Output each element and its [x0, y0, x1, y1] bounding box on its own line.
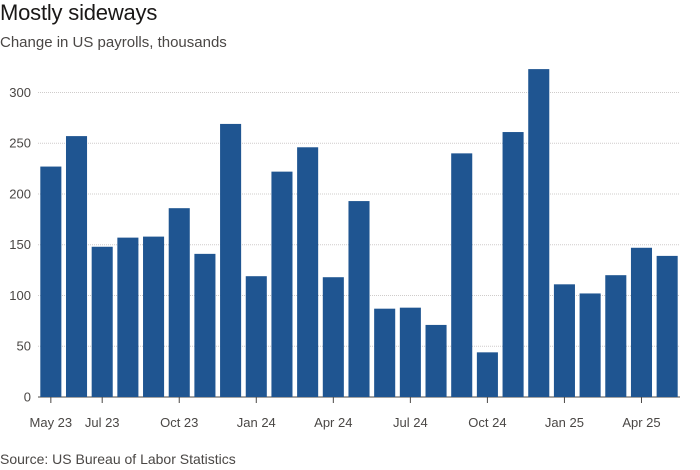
bar-mar-24 [297, 147, 319, 397]
chart-title: Mostly sideways [0, 0, 158, 25]
bar-feb-25 [579, 293, 601, 397]
bar-jul-24 [399, 307, 421, 397]
bar-nov-24 [502, 132, 524, 397]
axis-labels: 0 50 100 150 200 250 300 May 23 Jul 23 Oct 23 Jan … [9, 85, 660, 430]
bar-oct-23 [168, 208, 190, 397]
bar-jan-24 [245, 276, 267, 397]
bar-may-24 [348, 201, 370, 397]
x-tick-label: Jul 23 [85, 415, 120, 430]
bar-aug-24 [425, 324, 447, 397]
bars [40, 69, 678, 397]
bar-nov-23 [194, 253, 216, 397]
x-tick-label: Jan 24 [237, 415, 276, 430]
x-tick-label: Apr 24 [314, 415, 352, 430]
bar-dec-23 [220, 123, 242, 397]
y-tick-label: 200 [9, 186, 31, 201]
x-tick-label: May 23 [30, 415, 73, 430]
bar-aug-23 [117, 237, 139, 397]
bar-dec-24 [528, 69, 550, 397]
chart-subtitle: Change in US payrolls, thousands [0, 34, 227, 51]
y-tick-label: 100 [9, 288, 31, 303]
y-tick-label: 300 [9, 85, 31, 100]
x-tick-label: Apr 25 [622, 415, 660, 430]
bar-apr-25 [630, 247, 653, 397]
y-tick-label: 250 [9, 136, 31, 151]
chart-source: Source: US Bureau of Labor Statistics [0, 451, 236, 467]
bar-sep-24 [451, 153, 473, 397]
bar-oct-24 [476, 352, 498, 397]
bar-apr-24 [322, 277, 344, 397]
x-tick-label: Jan 25 [545, 415, 584, 430]
y-tick-label: 150 [9, 237, 31, 252]
bar-mar-25 [605, 275, 627, 397]
x-tick-label: Oct 24 [468, 415, 506, 430]
bar-jul-23 [91, 246, 113, 397]
bar-jun-24 [374, 308, 396, 397]
bar-jun-23 [65, 136, 88, 397]
bar-feb-24 [271, 171, 293, 397]
bar-may-23 [40, 166, 62, 397]
x-tick-label: Jul 24 [393, 415, 428, 430]
x-tick-label: Oct 23 [160, 415, 198, 430]
y-tick-label: 50 [17, 339, 31, 354]
bar-jan-25 [553, 284, 575, 397]
bar-may-25 [656, 255, 678, 397]
bar-sep-23 [143, 236, 165, 397]
y-tick-label: 0 [24, 390, 31, 405]
